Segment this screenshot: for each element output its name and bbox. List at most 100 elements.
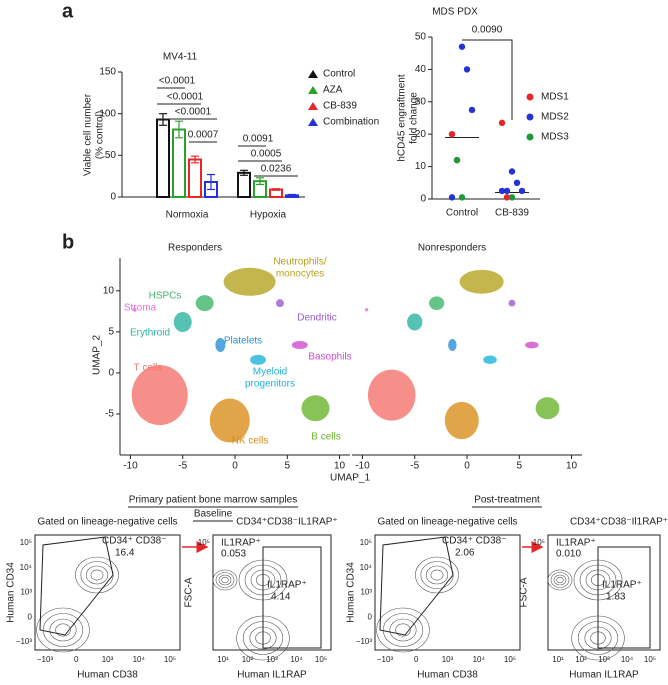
legend-label: MDS3 <box>541 132 569 143</box>
contour <box>553 574 567 586</box>
plot-title: Gated on lineage-negative cells <box>377 517 517 528</box>
x-tick-label: -5 <box>410 461 419 472</box>
panel-title: Responders <box>168 243 222 254</box>
y-axis-label: Human CD34 <box>6 562 17 623</box>
contour <box>90 569 104 581</box>
x-tick-label: 10 <box>334 461 346 472</box>
p-value: 0.0090 <box>472 25 503 36</box>
y-tick-label: 150 <box>99 67 116 78</box>
contour <box>376 607 430 653</box>
x-tick-label: 5 <box>516 461 522 472</box>
cluster-label: Stroma <box>124 303 157 314</box>
contour <box>218 574 232 586</box>
cluster <box>131 365 188 426</box>
gate-label: IL1RAP⁺ <box>221 538 261 549</box>
x-axis-label: Human CD38 <box>77 670 138 681</box>
cluster-label: Platelets <box>224 336 262 347</box>
cluster <box>215 338 226 353</box>
contour <box>55 623 71 637</box>
contour <box>556 576 564 584</box>
plot-title: Gated on lineage-negative cells <box>37 517 177 528</box>
x-tick-label: 5 <box>284 461 290 472</box>
cluster <box>444 401 479 440</box>
x-tick-label: 10⁵ <box>504 655 516 664</box>
x-tick-label: -10 <box>123 461 138 472</box>
cluster <box>429 296 445 310</box>
y-axis-label: UMAP_2 <box>92 335 103 375</box>
x-tick-label: Control <box>446 208 478 219</box>
point <box>498 119 506 127</box>
p-value: <0.0001 <box>167 92 204 103</box>
gate <box>597 546 651 649</box>
y-tick-label: 5 <box>108 327 114 338</box>
gate <box>39 536 114 636</box>
panel-label: b <box>62 231 74 253</box>
y-tick-label: 10⁴ <box>360 563 373 572</box>
y-tick-label: −10³ <box>356 637 373 646</box>
bar <box>188 158 202 198</box>
cluster <box>535 397 560 420</box>
gate-value: 0.053 <box>221 549 246 560</box>
y-axis-label: Human CD34 <box>346 562 357 623</box>
cluster <box>508 299 516 307</box>
point <box>498 187 506 195</box>
point <box>503 187 511 195</box>
point <box>513 179 521 186</box>
contour <box>389 618 417 642</box>
point <box>503 194 511 201</box>
y-tick-label: 50 <box>105 150 117 161</box>
section-header: Primary patient bone marrow samples <box>129 495 297 506</box>
legend-label: CB-839 <box>323 101 357 112</box>
group-label: Post-treatment <box>474 495 540 506</box>
cluster <box>459 269 504 294</box>
plot-title: CD34⁺CD38⁻IL1RAP⁺ <box>236 517 337 528</box>
bracket <box>462 39 513 120</box>
cluster-label: Myeloid <box>253 367 287 378</box>
x-axis-label: Human IL1RAP <box>237 670 307 681</box>
gate-value: 1.83 <box>606 592 626 603</box>
cluster <box>223 267 276 296</box>
gate <box>262 546 322 649</box>
x-tick-label: 10⁵ <box>644 655 656 664</box>
y-tick-label: 40 <box>415 64 427 75</box>
gate-label: CD34⁺ CD38⁻ <box>102 536 166 547</box>
point <box>448 131 456 138</box>
contour <box>430 569 444 581</box>
cluster-label: Basophils <box>308 352 351 363</box>
cluster-label: T cells <box>134 363 163 374</box>
legend-label: Control <box>323 69 355 80</box>
cluster-label: progenitors <box>245 379 295 390</box>
gate-value: 0.010 <box>556 549 581 560</box>
point <box>458 194 466 201</box>
y-tick-label: 10⁴ <box>20 563 33 572</box>
x-tick-label: 10⁴ <box>473 655 486 664</box>
x-tick-label: Hypoxia <box>250 210 287 221</box>
y-tick-label: 10⁵ <box>20 538 32 547</box>
group-label: Baseline <box>194 509 233 520</box>
y-tick-label: -5 <box>105 409 114 420</box>
y-tick-label: 10 <box>415 161 427 172</box>
x-tick-label: 10² <box>575 655 587 664</box>
panel-label: a <box>62 0 74 22</box>
y-tick-label: 0 <box>28 612 33 621</box>
panel-title: Nonresponders <box>418 243 486 254</box>
cluster-label: Dendritic <box>297 313 336 324</box>
x-tick-label: 10¹ <box>552 655 564 664</box>
cluster-label: monocytes <box>276 269 324 280</box>
error-bar <box>256 177 264 186</box>
p-value: 0.0007 <box>188 130 219 141</box>
gate-label: IL1RAP⁺ <box>267 580 307 591</box>
x-tick-label: 10⁴ <box>133 655 146 664</box>
legend-marker <box>308 70 318 78</box>
x-tick-label: 0 <box>74 655 79 664</box>
x-tick-label: 10² <box>242 655 254 664</box>
legend-marker <box>308 118 318 126</box>
x-tick-label: 10⁴ <box>621 655 634 664</box>
x-tick-label: -10 <box>355 461 370 472</box>
cluster <box>250 354 266 365</box>
cluster <box>525 341 539 349</box>
cluster-label: Erythroid <box>130 328 170 339</box>
contour <box>215 572 235 588</box>
contour <box>420 561 454 589</box>
